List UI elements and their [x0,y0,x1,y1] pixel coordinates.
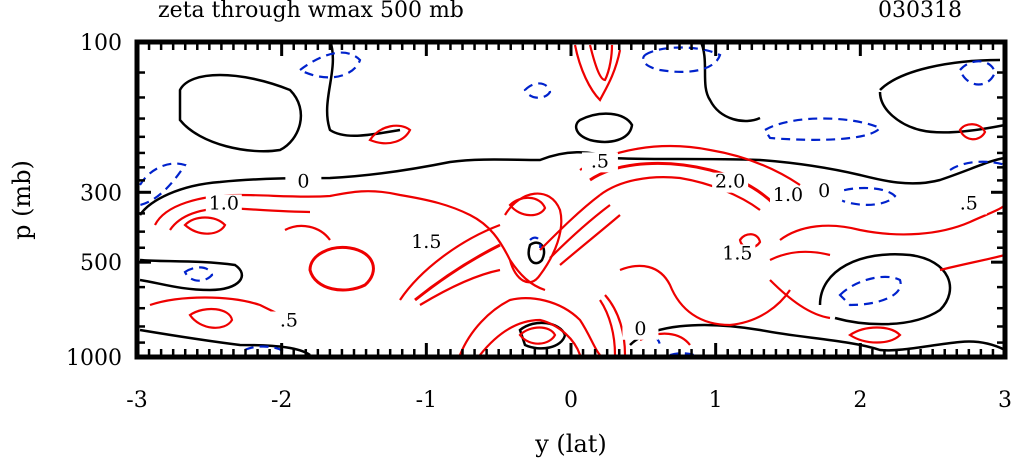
negative-contour [838,275,902,307]
y-tick-label: 100 [80,31,122,56]
contour-label-bg [581,152,618,173]
contour-label: 0 [818,180,830,202]
contour-label-bg [205,194,242,215]
zero-contour [698,39,761,123]
positive-contour [399,223,501,301]
contour-lines [138,39,1006,359]
x-tick-label: -3 [126,388,147,413]
positive-contour [599,176,761,211]
x-axis-tick-labels: -3 -2 -1 0 1 2 3 [126,388,1012,413]
contour-label-bg [806,181,843,202]
positive-contour [368,124,412,145]
contour-label-bg [770,186,806,207]
x-tick-label: 3 [998,388,1012,413]
contour-label: 2.0 [715,171,745,193]
zero-contour [138,150,1006,216]
negative-contour [523,82,552,99]
positive-contour [588,44,614,82]
positive-contour [779,204,1006,241]
x-tick-label: -1 [416,388,437,413]
positive-contour [604,294,627,356]
positive-contour [284,224,331,241]
negative-contour [297,51,362,79]
contour-labels: 0 1.0 .5 2.0 1.0 0 .5 1.5 1.5 .5 0 [205,150,987,340]
zero-contour [574,112,634,144]
positive-contour [559,214,621,266]
zero-contour [878,91,1006,134]
negative-contour [949,160,1006,171]
positive-contour [518,326,557,345]
contour-label: 1.0 [209,192,239,214]
zero-contour [629,323,1006,352]
positive-contour [599,299,617,356]
positive-contour [619,264,791,327]
positive-contours [149,44,1006,356]
contour-label: .5 [960,192,978,214]
positive-contour [939,253,1006,272]
contour-label-bg [622,319,659,340]
negative-contour [958,60,997,86]
y-tick-label: 1000 [66,346,122,371]
positive-contour [573,44,622,102]
y-tick-label: 500 [80,251,122,276]
zero-contour [139,258,244,292]
chart-title: zeta through wmax 500 mb [158,0,464,23]
x-tick-label: 0 [564,388,578,413]
y-axis-tick-labels: 100 300 500 1000 [66,31,122,371]
positive-contour [308,245,375,292]
positive-contour [188,307,234,329]
zero-contours [138,39,1006,357]
negative-contour [529,236,542,249]
negative-contour [763,117,882,141]
zero-contour [178,73,303,153]
positive-contour [958,123,987,141]
contour-label: 0 [634,318,646,340]
x-tick-label: 2 [853,388,867,413]
zero-contour [879,58,1001,91]
negative-contour [827,186,897,206]
positive-contour [458,297,601,356]
contour-label: 1.0 [773,184,803,206]
zero-contour [139,328,311,357]
positive-contour [769,250,831,261]
positive-contour [414,243,501,302]
contour-label: 0 [297,171,309,193]
contour-label: 1.5 [722,242,752,264]
contour-label: .5 [591,150,609,172]
negative-contour [669,352,701,359]
contour-label-bg [408,232,445,253]
contour-label-bg [285,172,322,193]
zero-contour [325,39,401,138]
contour-label: 1.5 [411,231,441,253]
x-tick-label: 1 [709,388,723,413]
positive-contour [848,326,902,344]
contour-label-bg [950,194,987,215]
negative-contour [139,162,187,207]
contour-label-bg [712,172,749,193]
zero-contour [518,321,567,350]
positive-contour [183,216,227,235]
positive-contour [769,279,831,320]
zero-contour [818,253,952,326]
positive-contour [549,204,611,259]
contour-label: .5 [280,309,298,331]
positive-contour [419,268,501,306]
positive-contour [504,192,563,284]
negative-contour [642,46,722,73]
positive-contour [508,196,547,217]
chart-date-label: 030318 [878,0,962,23]
y-axis-label: p (mb) [8,160,36,240]
y-tick-label: 300 [80,181,122,206]
contour-label-bg [270,311,307,332]
x-tick-label: -2 [271,388,292,413]
zero-contour [527,241,546,265]
plot-frame [134,39,1008,360]
contour-label-bg [719,244,756,265]
positive-contour [539,194,601,251]
positive-contour [479,318,582,356]
negative-contour [183,266,214,282]
x-axis-label: y (lat) [534,430,607,458]
